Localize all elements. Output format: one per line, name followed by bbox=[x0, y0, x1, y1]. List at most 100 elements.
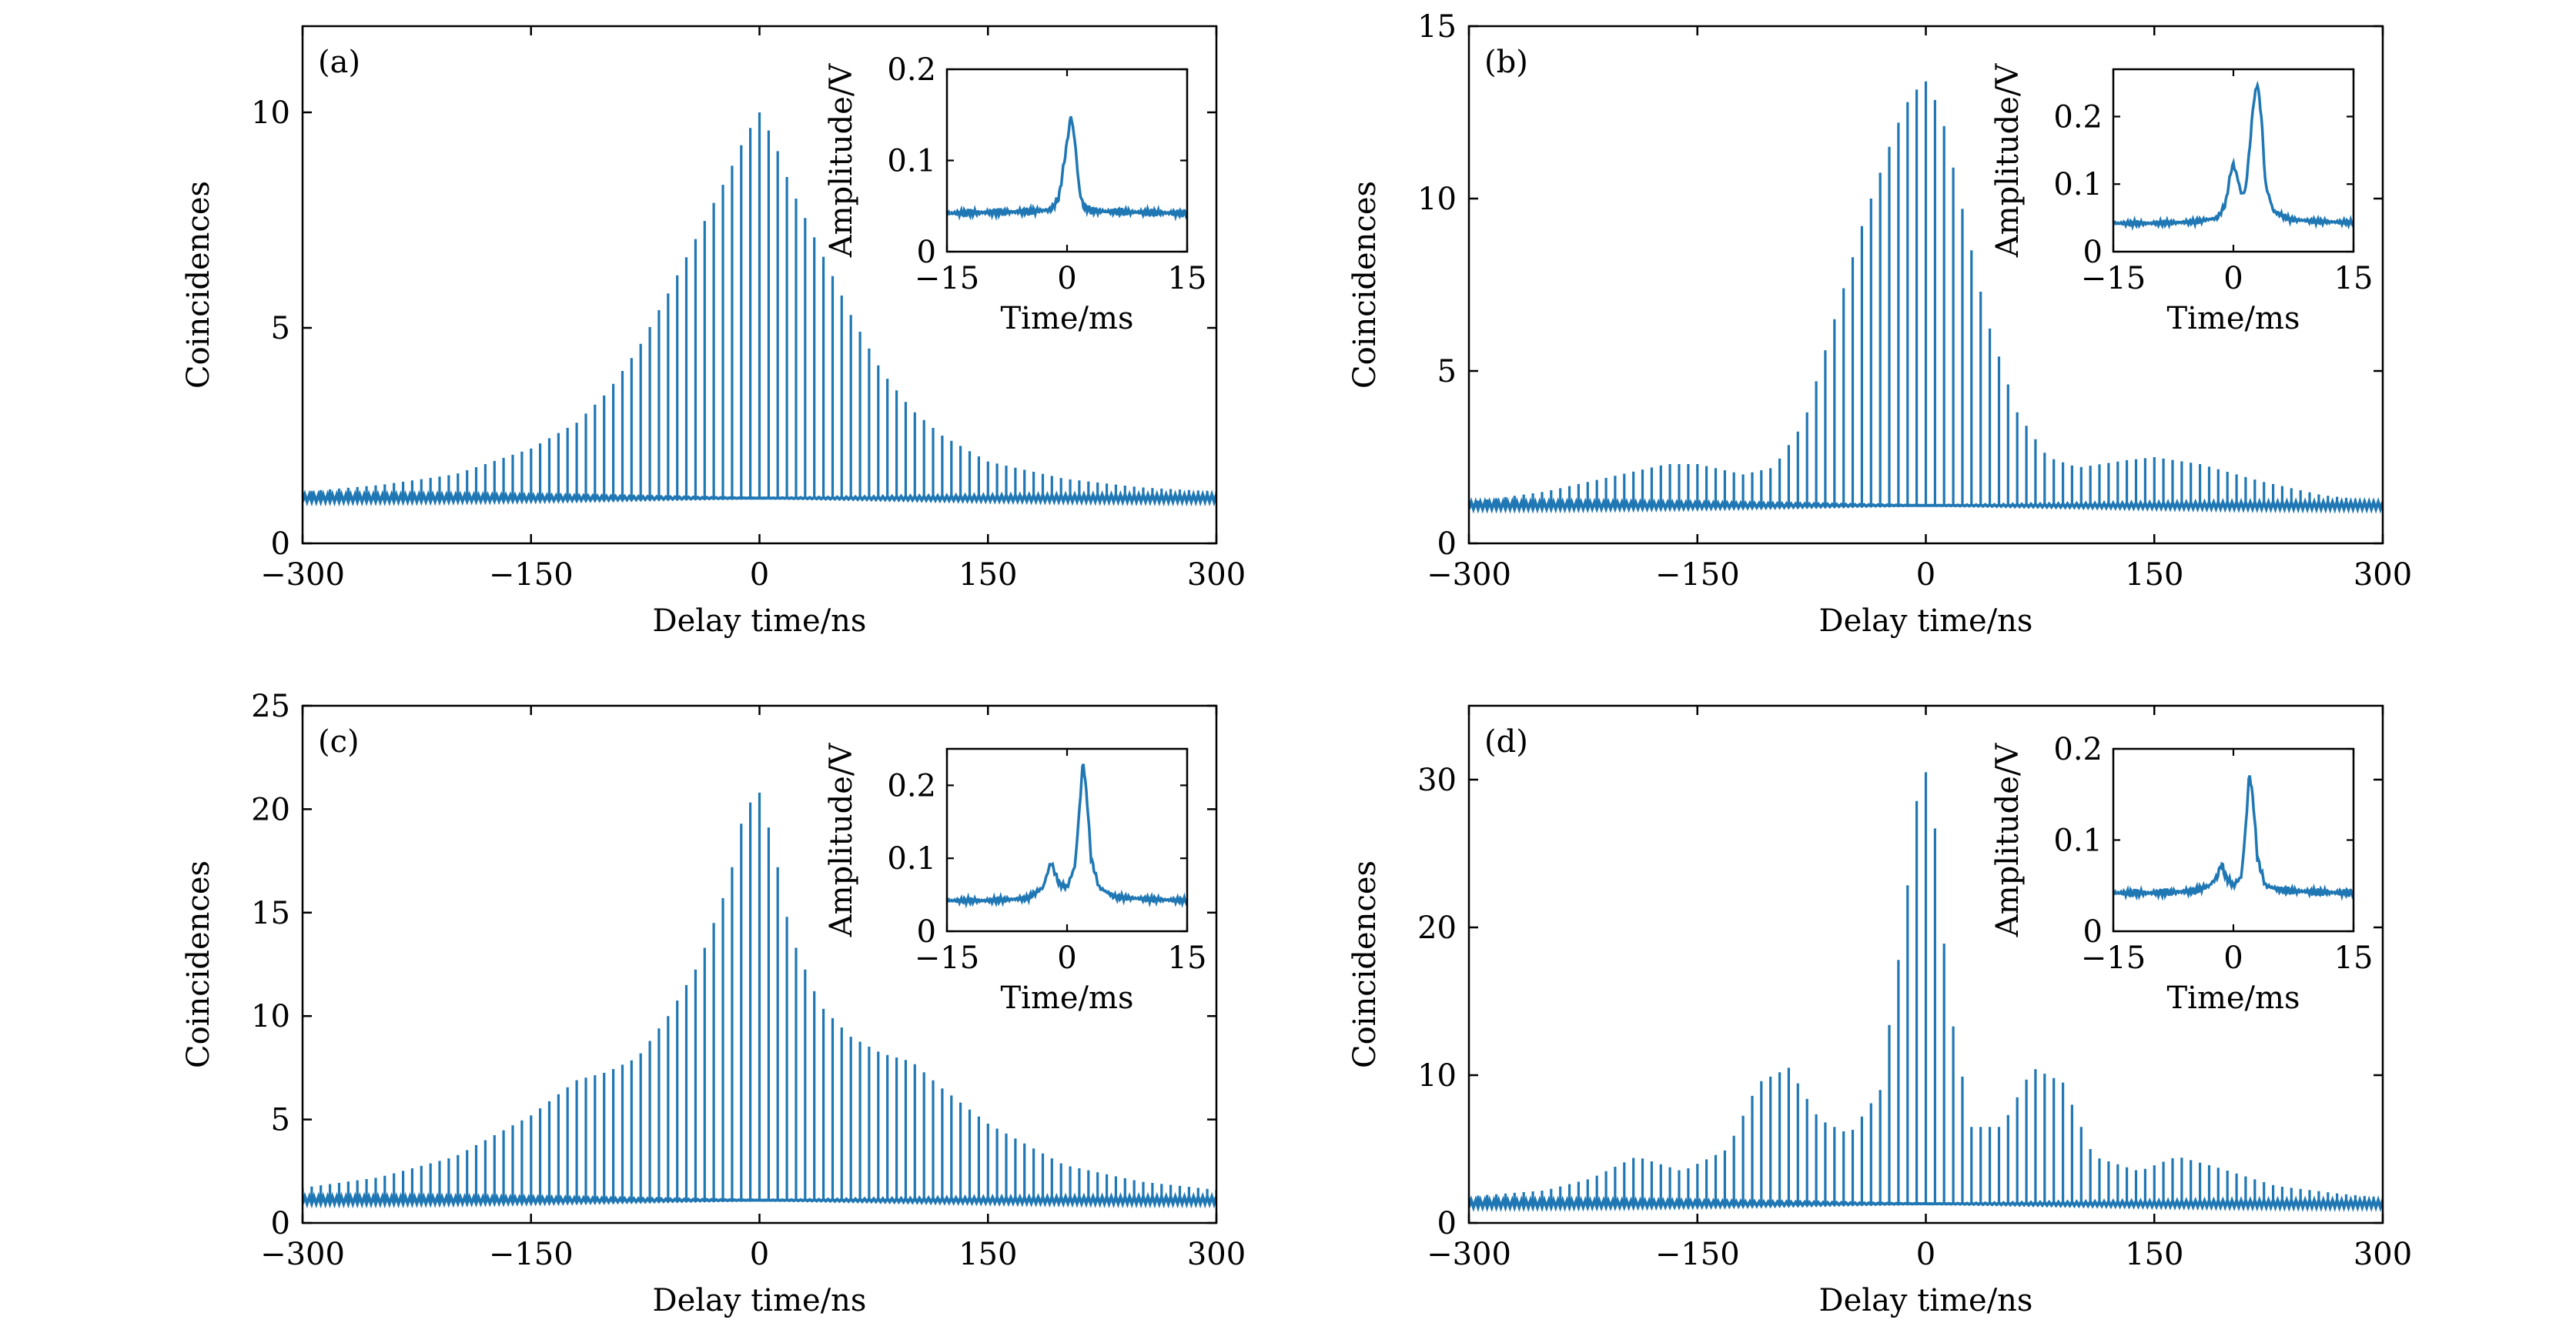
inset-y-tick-label: 0.2 bbox=[2053, 99, 2103, 135]
inset-y-tick-label: 0.1 bbox=[887, 841, 936, 877]
x-tick-label: 0 bbox=[750, 557, 769, 593]
inset-amplitude-trace bbox=[2113, 775, 2354, 901]
inset-x-axis-label: Time/ms bbox=[1000, 301, 1133, 336]
inset-x-tick-label: 0 bbox=[1057, 261, 1076, 296]
x-tick-label: −300 bbox=[1427, 557, 1511, 593]
y-axis-label: Coincidences bbox=[1347, 181, 1383, 389]
inset-x-tick-label: 0 bbox=[1057, 940, 1076, 976]
x-tick-label: 300 bbox=[2354, 557, 2412, 593]
y-tick-label: 15 bbox=[251, 896, 290, 931]
x-tick-label: −150 bbox=[489, 1237, 574, 1272]
inset-y-tick-label: 0.1 bbox=[2053, 167, 2103, 202]
y-tick-label: 5 bbox=[271, 311, 290, 346]
y-tick-label: 10 bbox=[251, 95, 290, 131]
inset-y-tick-label: 0 bbox=[917, 914, 936, 950]
x-tick-label: −150 bbox=[1655, 1237, 1740, 1272]
y-tick-label: 30 bbox=[1417, 763, 1457, 798]
inset-y-axis-label: Amplitude/V bbox=[824, 63, 859, 259]
inset-x-tick-label: 15 bbox=[2334, 940, 2374, 976]
inset-background bbox=[947, 749, 1187, 931]
y-tick-label: 0 bbox=[271, 526, 290, 562]
y-tick-label: 0 bbox=[1437, 526, 1457, 562]
inset-x-tick-label: −15 bbox=[915, 940, 979, 976]
y-tick-label: 20 bbox=[1417, 910, 1457, 946]
inset-y-tick-label: 0.2 bbox=[887, 768, 936, 803]
coincidence-series bbox=[1469, 81, 2383, 514]
x-axis-label: Delay time/ns bbox=[1819, 1283, 2033, 1318]
x-tick-label: 300 bbox=[1187, 557, 1246, 593]
x-axis-label: Delay time/ns bbox=[653, 1283, 867, 1318]
y-tick-label: 0 bbox=[271, 1206, 290, 1241]
inset-x-tick-label: −15 bbox=[2081, 261, 2146, 296]
inset-x-tick-label: −15 bbox=[2081, 940, 2146, 976]
inset-x-tick-label: 15 bbox=[1168, 940, 1207, 976]
x-tick-label: −300 bbox=[1427, 1237, 1511, 1272]
panel-label: (c) bbox=[318, 724, 360, 760]
panel-label: (b) bbox=[1484, 45, 1528, 80]
inset-x-tick-label: 0 bbox=[2223, 940, 2243, 976]
x-tick-label: 150 bbox=[2125, 1237, 2183, 1272]
inset-x-tick-label: −15 bbox=[915, 261, 979, 296]
x-tick-label: 150 bbox=[958, 1237, 1017, 1272]
y-tick-label: 10 bbox=[251, 999, 290, 1034]
x-tick-label: 300 bbox=[1187, 1237, 1246, 1272]
x-tick-label: −150 bbox=[1655, 557, 1740, 593]
inset-y-tick-label: 0.1 bbox=[887, 144, 936, 179]
y-tick-label: 25 bbox=[251, 689, 290, 724]
x-tick-label: −150 bbox=[489, 557, 574, 593]
y-tick-label: 10 bbox=[1417, 1058, 1457, 1094]
x-tick-label: 300 bbox=[2354, 1237, 2412, 1272]
inset-y-axis-label: Amplitude/V bbox=[1990, 743, 2026, 938]
x-axis-label: Delay time/ns bbox=[1819, 603, 2033, 639]
x-axis-label: Delay time/ns bbox=[653, 603, 867, 639]
inset-amplitude-trace bbox=[947, 763, 1187, 909]
inset-y-tick-label: 0.2 bbox=[2053, 732, 2103, 767]
panel-label: (a) bbox=[318, 45, 360, 80]
x-tick-label: 0 bbox=[1916, 557, 1935, 593]
inset-x-tick-label: 0 bbox=[2223, 261, 2243, 296]
y-tick-label: 10 bbox=[1417, 182, 1457, 217]
inset-y-axis-label: Amplitude/V bbox=[824, 743, 859, 938]
inset-x-tick-label: 15 bbox=[1168, 261, 1207, 296]
x-tick-label: −300 bbox=[260, 1237, 345, 1272]
y-axis-label: Coincidences bbox=[181, 860, 216, 1068]
y-tick-label: 15 bbox=[1417, 9, 1457, 45]
x-tick-label: 150 bbox=[2125, 557, 2183, 593]
x-tick-label: 0 bbox=[1916, 1237, 1935, 1272]
y-tick-label: 20 bbox=[251, 792, 290, 827]
inset-x-axis-label: Time/ms bbox=[2166, 301, 2300, 336]
x-tick-label: 0 bbox=[750, 1237, 769, 1272]
inset-amplitude-trace bbox=[2113, 80, 2354, 231]
coincidence-series bbox=[303, 792, 1216, 1209]
inset-y-tick-label: 0.1 bbox=[2053, 824, 2103, 859]
x-tick-label: 150 bbox=[958, 557, 1017, 593]
y-axis-label: Coincidences bbox=[1347, 860, 1383, 1068]
inset-background bbox=[2113, 749, 2354, 931]
inset-amplitude-trace bbox=[947, 115, 1187, 222]
inset-y-tick-label: 0.2 bbox=[887, 52, 936, 88]
inset-y-tick-label: 0 bbox=[2083, 235, 2103, 270]
y-tick-label: 5 bbox=[271, 1103, 290, 1138]
inset-y-axis-label: Amplitude/V bbox=[1990, 63, 2026, 259]
coincidence-series bbox=[303, 112, 1216, 507]
inset-x-axis-label: Time/ms bbox=[2166, 981, 2300, 1016]
inset-y-tick-label: 0 bbox=[2083, 914, 2103, 950]
y-axis-label: Coincidences bbox=[181, 181, 216, 389]
inset-x-tick-label: 15 bbox=[2334, 261, 2374, 296]
inset-y-tick-label: 0 bbox=[917, 235, 936, 270]
x-tick-label: −300 bbox=[260, 557, 345, 593]
coincidence-series bbox=[1469, 772, 2383, 1212]
panel-label: (d) bbox=[1484, 724, 1528, 760]
y-tick-label: 0 bbox=[1437, 1206, 1457, 1241]
inset-x-axis-label: Time/ms bbox=[1000, 981, 1133, 1016]
